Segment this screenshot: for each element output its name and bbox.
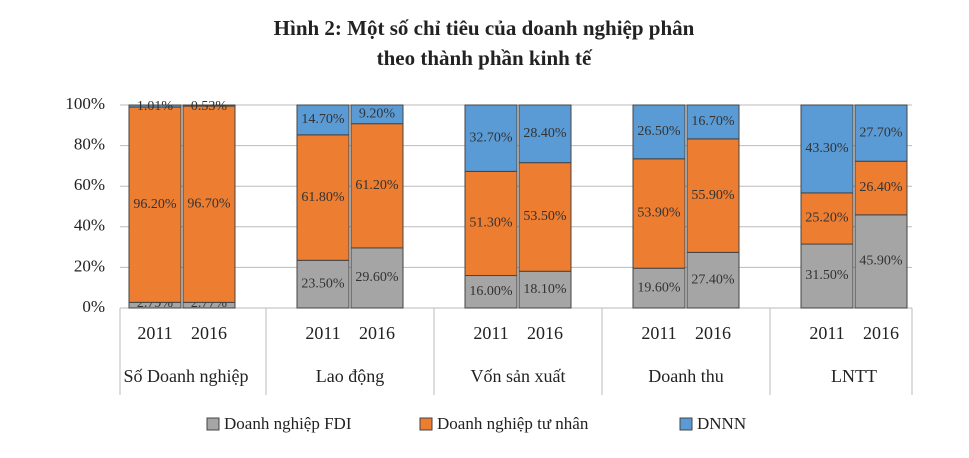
value-label: 27.70% [859,125,903,140]
legend-swatch [419,417,433,431]
legend-label: Doanh nghiệp tư nhân [437,414,589,433]
bar-segment [686,104,740,140]
x-tick-label: 2011 [641,323,676,343]
value-label: 32.70% [469,130,513,145]
x-tick-label: 2016 [359,323,395,343]
group-label: Vốn sản xuất [471,366,566,386]
value-label: 14.70% [301,112,345,127]
y-tick-label: 0% [82,297,105,316]
x-tick-label: 2016 [527,323,563,343]
value-label: 96.20% [133,197,177,212]
value-label: 53.90% [637,206,681,221]
bar-segment [632,158,686,269]
value-label: 0.53% [191,99,228,114]
bar-segment [128,106,182,303]
y-tick-label: 40% [74,216,105,235]
bar-segment [182,104,236,107]
bar-segment [632,267,686,309]
bar-segment [686,138,740,253]
x-tick-label: 2011 [473,323,508,343]
value-label: 1.01% [137,99,174,114]
y-tick-label: 100% [65,94,105,113]
legend-label: DNNN [697,414,746,433]
bar-segment [128,104,182,108]
legend-swatch [679,417,693,431]
y-tick-label: 80% [74,135,105,154]
x-tick-label: 2016 [695,323,731,343]
chart-title: theo thành phần kinh tế [377,46,593,70]
value-label: 55.90% [691,188,735,203]
bar-segment [464,275,518,309]
value-label: 96.70% [187,196,231,211]
bar-segment [854,214,908,309]
bar-segment [296,104,350,136]
bar-segment [518,104,572,164]
value-label: 51.30% [469,216,513,231]
bar-segment [296,259,350,309]
y-tick-label: 20% [74,256,105,275]
value-label: 31.50% [805,268,849,283]
bar-segment [518,270,572,309]
value-label: 16.00% [469,284,513,299]
value-label: 61.80% [301,190,345,205]
legend-label: Doanh nghiệp FDI [224,414,352,433]
value-label: 26.50% [637,124,681,139]
legend-swatch [206,417,220,431]
chart-title: Hình 2: Một số chỉ tiêu của doanh nghiệp… [274,16,695,40]
bar-segment [464,170,518,277]
bar-segment [632,104,686,160]
x-tick-label: 2011 [137,323,172,343]
bar-segment [854,160,908,216]
value-label: 9.20% [359,107,396,122]
value-label: 61.20% [355,178,399,193]
bar-segment [350,104,404,125]
bar-segment [800,192,854,245]
bar-segment [854,104,908,162]
value-label: 19.60% [637,280,681,295]
bar-segment [800,243,854,309]
value-label: 28.40% [523,126,567,141]
x-tick-label: 2011 [809,323,844,343]
value-label: 27.40% [691,272,735,287]
bar-segment [518,162,572,272]
group-label: Doanh thu [648,366,724,386]
x-tick-label: 2011 [305,323,340,343]
bar-segment [182,105,236,303]
group-label: Lao động [316,366,384,386]
value-label: 43.30% [805,141,849,156]
value-label: 45.90% [859,254,903,269]
bar-segment [350,247,404,309]
bar-segment [350,123,404,249]
bar-segment [800,104,854,194]
value-label: 25.20% [805,211,849,226]
value-label: 29.60% [355,270,399,285]
x-tick-label: 2016 [191,323,227,343]
y-tick-label: 60% [74,175,105,194]
group-label: Số Doanh nghiệp [124,366,249,386]
value-label: 16.70% [691,114,735,129]
group-label: LNTT [831,366,877,386]
value-label: 26.40% [859,180,903,195]
value-label: 23.50% [301,276,345,291]
x-tick-label: 2016 [863,323,899,343]
value-label: 53.50% [523,209,567,224]
bar-segment [464,104,518,172]
value-label: 18.10% [523,282,567,297]
